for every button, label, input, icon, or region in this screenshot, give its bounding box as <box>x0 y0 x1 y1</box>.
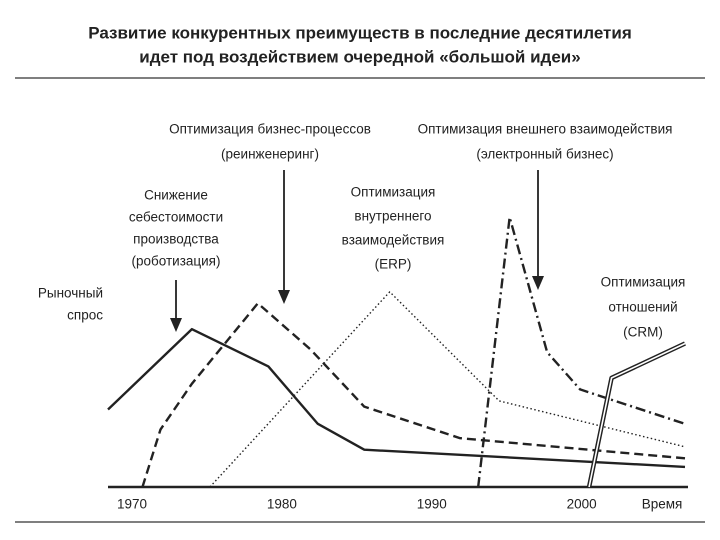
annotation: отношений <box>608 300 677 315</box>
series-line <box>476 216 686 488</box>
x-tick-label: 2000 <box>567 497 597 512</box>
annotation: (ERP) <box>375 257 412 272</box>
series-line <box>107 327 686 469</box>
arrow-head <box>278 290 290 304</box>
annotation: производства <box>133 232 219 247</box>
series-line-inner <box>588 342 686 488</box>
chart-title: Развитие конкурентных преимуществ в посл… <box>88 23 632 42</box>
series-line <box>141 302 686 488</box>
x-tick-label: 1970 <box>117 497 147 512</box>
x-tick-label: 1990 <box>417 497 447 512</box>
arrow-head <box>170 318 182 332</box>
y-axis-label: спрос <box>67 308 103 323</box>
annotation: (электронный бизнес) <box>476 147 613 162</box>
annotation: (реинженеринг) <box>221 147 319 162</box>
arrow-head <box>532 276 544 290</box>
chart-title: идет под воздействием очередной «большой… <box>139 47 580 66</box>
annotation: Оптимизация бизнес-процессов <box>169 122 371 137</box>
annotation: взаимодействия <box>342 233 445 248</box>
x-tick-label: 1980 <box>267 497 297 512</box>
annotation: (CRM) <box>623 325 663 340</box>
series-line <box>209 291 686 488</box>
annotation: Оптимизация внешнего взаимодействия <box>418 122 673 137</box>
annotation: Снижение <box>144 188 208 203</box>
arrows <box>170 170 544 332</box>
annotation: (роботизация) <box>132 254 221 269</box>
annotation: Оптимизация <box>601 275 686 290</box>
y-axis-label: Рыночный <box>38 286 103 301</box>
annotation: Оптимизация <box>351 185 436 200</box>
x-axis-label: Время <box>642 497 683 512</box>
annotation: себестоимости <box>129 210 223 225</box>
annotation: внутреннего <box>354 209 431 224</box>
